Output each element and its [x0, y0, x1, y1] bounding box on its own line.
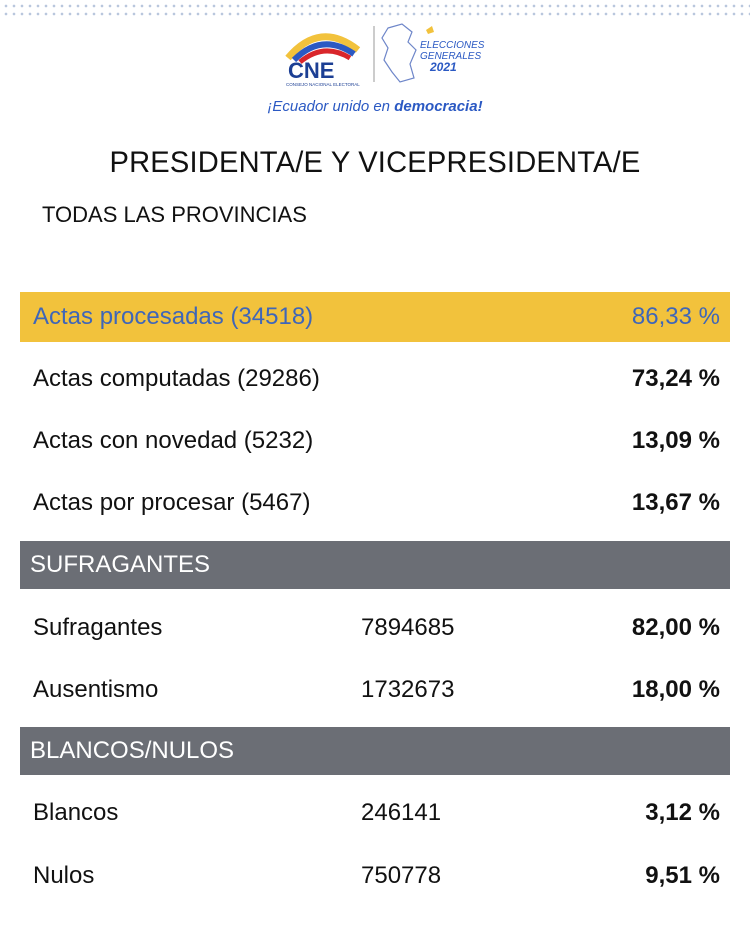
row-percentage: 3,12 %: [645, 799, 720, 826]
row-percentage: 73,24 %: [631, 365, 720, 392]
row-label: Nulos: [33, 862, 95, 889]
blancos-nulos-section-header: BLANCOS/NULOS: [20, 727, 730, 775]
row-percentage: 86,33 %: [631, 303, 720, 330]
row-value: 246141: [361, 799, 442, 826]
svg-text:CNE: CNE: [288, 58, 334, 83]
sufragantes-section-header: SUFRAGANTES: [20, 541, 730, 589]
svg-text:2021: 2021: [429, 60, 457, 74]
page-subtitle: TODAS LAS PROVINCIAS: [42, 202, 307, 227]
dotted-header-pattern: [0, 0, 750, 20]
actas-por-procesar-row: Actas por procesar (5467) 13,67 %: [20, 478, 730, 528]
row-percentage: 13,09 %: [631, 427, 720, 454]
row-percentage: 13,67 %: [631, 489, 720, 516]
svg-text:CONSEJO NACIONAL ELECTORAL: CONSEJO NACIONAL ELECTORAL: [286, 82, 360, 87]
row-label: Actas por procesar (5467): [33, 489, 311, 516]
svg-text:ELECCIONES: ELECCIONES: [420, 40, 485, 51]
actas-procesadas-row: Actas procesadas (34518) 86,33 %: [20, 292, 730, 342]
slogan: ¡Ecuador unido en democracia!: [267, 98, 483, 115]
row-percentage: 82,00 %: [631, 614, 720, 641]
cne-logo: CNE CONSEJO NACIONAL ELECTORAL ELECCIONE…: [285, 23, 485, 87]
row-percentage: 9,51 %: [645, 862, 720, 889]
row-label: Sufragantes: [33, 614, 163, 641]
actas-computadas-row: Actas computadas (29286) 73,24 %: [20, 354, 730, 404]
header-logo-area: CNE CONSEJO NACIONAL ELECTORAL ELECCIONE…: [0, 20, 750, 125]
row-label: Actas computadas (29286): [33, 365, 320, 392]
row-value: 1732673: [361, 676, 455, 703]
row-label: Ausentismo: [33, 676, 159, 703]
row-value: 7894685: [361, 614, 455, 641]
row-label: Actas con novedad (5232): [33, 427, 314, 454]
row-percentage: 18,00 %: [631, 676, 720, 703]
blancos-row: Blancos 246141 3,12 %: [20, 788, 730, 838]
ausentismo-row: Ausentismo 1732673 18,00 %: [20, 665, 730, 715]
row-label: Blancos: [33, 799, 119, 826]
svg-text:GENERALES: GENERALES: [420, 51, 481, 62]
nulos-row: Nulos 750778 9,51 %: [20, 851, 730, 901]
page-title: PRESIDENTA/E Y VICEPRESIDENTA/E: [109, 146, 641, 179]
actas-novedad-row: Actas con novedad (5232) 13,09 %: [20, 416, 730, 466]
sufragantes-row: Sufragantes 7894685 82,00 %: [20, 603, 730, 653]
row-label: Actas procesadas (34518): [33, 303, 314, 330]
row-value: 750778: [361, 862, 442, 889]
